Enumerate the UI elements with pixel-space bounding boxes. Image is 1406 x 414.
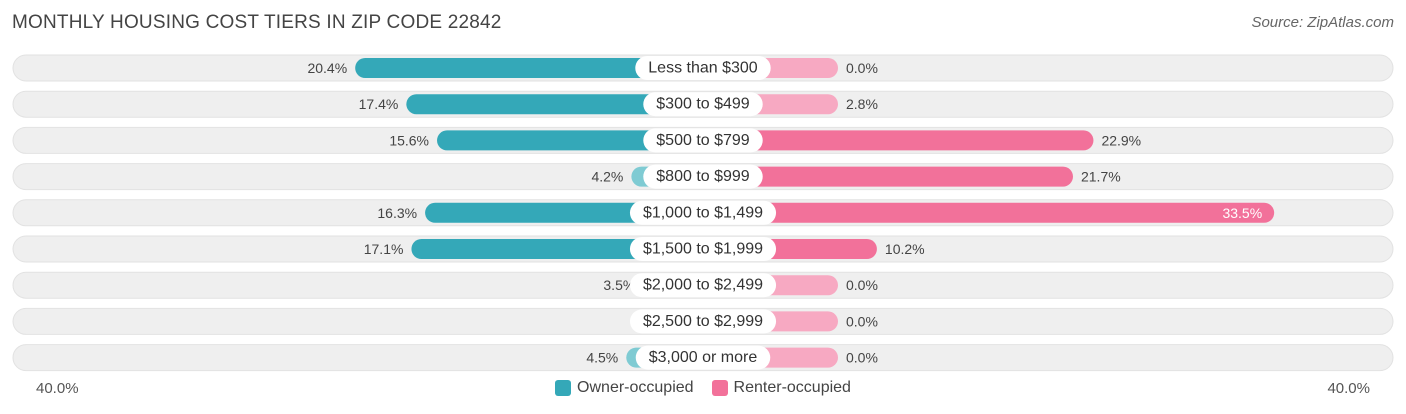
category-pill xyxy=(643,128,763,153)
category-label: Less than $300 xyxy=(648,60,758,77)
category-label: $800 to $999 xyxy=(656,168,750,185)
value-label-owner: 4.2% xyxy=(591,169,623,185)
value-label-renter: 10.2% xyxy=(885,241,925,257)
bar-owner xyxy=(355,58,715,78)
legend-item-renter[interactable]: Renter-occupied xyxy=(711,379,851,397)
category-pill xyxy=(629,237,777,261)
value-label-owner: 3.5% xyxy=(603,277,635,293)
value-label-renter: 33.5% xyxy=(1222,205,1262,221)
category-label: $1,000 to $1,499 xyxy=(643,204,763,221)
category-label: $300 to $499 xyxy=(656,96,750,113)
axis-label-left: 40.0% xyxy=(36,380,79,397)
category-pill xyxy=(643,92,763,117)
legend-item-owner[interactable]: Owner-occupied xyxy=(555,379,694,397)
category-label: $2,000 to $2,499 xyxy=(643,277,763,294)
chart-source: Source: ZipAtlas.com xyxy=(1251,14,1394,31)
value-label-owner: 17.4% xyxy=(359,96,399,112)
bar-renter xyxy=(691,130,1094,151)
value-label-renter: 0.0% xyxy=(846,313,878,329)
category-label: $2,500 to $2,999 xyxy=(643,313,763,330)
value-label-renter: 21.7% xyxy=(1081,169,1121,185)
category-pill xyxy=(629,200,777,225)
legend: Owner-occupied Renter-occupied xyxy=(0,379,1406,397)
value-label-owner: 4.5% xyxy=(586,350,618,366)
legend-label-renter: Renter-occupied xyxy=(733,379,851,396)
value-label-renter: 22.9% xyxy=(1101,132,1141,148)
category-label: $1,500 to $1,999 xyxy=(643,241,763,258)
value-label-renter: 0.0% xyxy=(846,350,878,366)
value-label-owner: 20.4% xyxy=(307,60,347,76)
category-pill xyxy=(643,164,763,189)
value-label-renter: 0.0% xyxy=(846,60,878,76)
category-pill xyxy=(635,345,771,370)
value-label-renter: 2.8% xyxy=(846,96,878,112)
value-label-owner: 16.3% xyxy=(377,205,417,221)
value-label-owner: 15.6% xyxy=(389,132,429,148)
value-label-owner: 17.1% xyxy=(364,241,404,257)
bar-renter xyxy=(691,202,1275,223)
category-label: $3,000 or more xyxy=(649,349,758,366)
legend-swatch-owner xyxy=(555,380,572,396)
legend-label-owner: Owner-occupied xyxy=(577,379,694,396)
chart-title: MONTHLY HOUSING COST TIERS IN ZIP CODE 2… xyxy=(12,12,502,33)
category-pill xyxy=(635,56,771,80)
category-pill xyxy=(629,309,777,334)
category-pill xyxy=(629,273,777,298)
axis-label-right: 40.0% xyxy=(1327,380,1370,397)
category-label: $500 to $799 xyxy=(656,132,750,149)
bar-owner xyxy=(406,94,715,115)
legend-swatch-renter xyxy=(711,380,728,396)
bar-renter xyxy=(691,166,1073,187)
value-label-renter: 0.0% xyxy=(846,277,878,293)
